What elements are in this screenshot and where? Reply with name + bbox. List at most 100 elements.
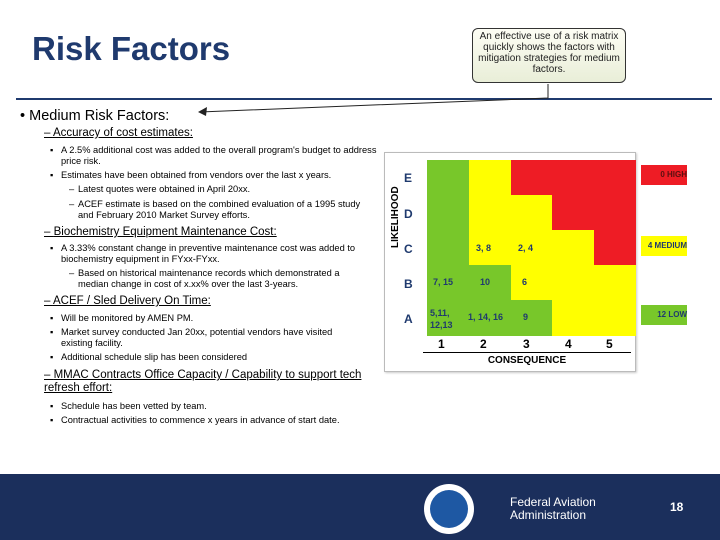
col-label: 1 [438,337,445,351]
matrix-cell-medium [510,230,553,266]
matrix-cell-medium [468,230,512,266]
matrix-cell-low [427,195,470,231]
matrix-cell-high [594,195,637,231]
footer-bar [0,474,720,540]
bullet-marker: ▪ [50,313,54,323]
matrix-cell-low [427,300,470,336]
legend-medium: 4 MEDIUM [641,236,687,256]
slide-title: Risk Factors [32,30,231,67]
agency-name: Federal Aviation Administration [510,496,596,521]
item-text: Will be monitored by AMEN PM. [61,313,194,323]
item-text: A 2.5% additional cost was added to the … [61,145,377,167]
matrix-cell-medium [468,160,512,196]
col-label: 2 [480,337,487,351]
section-heading: – Accuracy of cost estimates: [44,127,193,139]
list-item: ▪ Schedule has been vetted by team. [50,401,381,412]
matrix-cell-medium [468,195,512,231]
matrix-cell-high [594,160,637,196]
matrix-cell-low [427,160,470,196]
item-text: Schedule has been vetted by team. [61,401,207,411]
matrix-cell-medium [510,195,553,231]
matrix-entry: 3, 8 [476,243,492,253]
section-heading: – MMAC Contracts Office Capacity / Capab… [44,369,374,395]
heading-text: Accuracy of cost estimates: [52,127,193,139]
heading-text: MMAC Contracts Office Capacity / Capabil… [44,369,362,394]
matrix-entry: 5,11, 12,13 [430,308,453,330]
matrix-cell-high [552,160,595,196]
matrix-entry: 2, 4 [518,243,534,253]
matrix-cell-medium [510,265,553,301]
dash-marker: – [69,184,75,194]
matrix-entry: 1, 14, 16 [468,312,504,322]
item-text: ACEF estimate is based on the combined e… [78,199,361,221]
matrix-cell-low [468,300,512,336]
list-item: ▪ A 3.33% constant change in preventive m… [50,243,366,265]
matrix-entry: 10 [480,277,491,287]
matrix-cell-low [427,265,470,301]
matrix-cell-low [468,265,512,301]
matrix-cell-medium [594,265,637,301]
x-axis-title: CONSEQUENCE [487,355,567,366]
agency-line-1: Federal Aviation [510,495,596,509]
item-text: Based on historical maintenance records … [78,268,340,290]
bullet-text: Medium Risk Factors: [29,108,170,124]
dash-marker: – [69,199,75,209]
dash-marker: – [44,295,53,307]
matrix-cell-low [427,230,470,266]
item-text: Additional schedule slip has been consid… [61,352,248,362]
sub-item: – ACEF estimate is based on the combined … [69,199,368,221]
legend-high: 0 HIGH [641,165,687,185]
col-label: 3 [523,337,530,351]
section-heading: – Biochemistry Equipment Maintenance Cos… [44,226,277,238]
title-rule [16,98,712,100]
bullet-marker: ▪ [50,243,54,253]
bullet-marker: ▪ [50,401,54,411]
dash-marker: – [69,268,75,278]
bullet-marker: • [20,108,30,124]
list-item: ▪ Contractual activities to commence x ye… [50,415,391,426]
section-heading: – ACEF / Sled Delivery On Time: [44,295,211,307]
matrix-entry: 9 [523,312,529,322]
matrix-cell-low [510,300,553,336]
row-label: C [404,242,413,256]
col-label: 4 [565,337,572,351]
row-label: A [404,312,413,326]
y-axis-title: LIKELIHOOD [390,186,401,248]
heading-text: ACEF / Sled Delivery On Time: [52,295,211,307]
item-text: Latest quotes were obtained in April 20x… [78,184,251,194]
list-item: ▪ Additional schedule slip has been consi… [50,352,381,363]
sub-item: – Based on historical maintenance records… [69,268,368,290]
legend-low: 12 LOW [641,305,687,325]
bullet-marker: ▪ [50,170,54,180]
bullet-marker: ▪ [50,352,54,362]
matrix-entry: 6 [522,277,528,287]
callout-box: An effective use of a risk matrix quickl… [472,28,626,83]
row-label: B [404,277,413,291]
matrix-cell-high [510,160,553,196]
bullet-marker: ▪ [50,145,54,155]
item-text: Market survey conducted Jan 20xx, potent… [61,327,333,349]
list-item: ▪ Market survey conducted Jan 20xx, poten… [50,327,366,349]
bullet-medium-risk: • Medium Risk Factors: [20,108,169,124]
bullet-marker: ▪ [50,327,54,337]
matrix-cell-high [552,195,595,231]
col-label: 5 [606,337,613,351]
row-label: D [404,207,413,221]
matrix-entry: 7, 15 [433,277,454,287]
item-text: Contractual activities to commence x yea… [61,415,340,425]
list-item: ▪ Will be monitored by AMEN PM. [50,313,381,324]
item-text: Estimates have been obtained from vendor… [61,170,332,180]
agency-line-2: Administration [510,507,587,522]
bullet-marker: ▪ [50,415,54,425]
matrix-cell-medium [552,230,595,266]
matrix-cell-high [594,230,637,266]
dash-marker: – [44,369,54,381]
matrix-cell-medium [594,300,637,336]
list-item: ▪ Estimates have been obtained from vendo… [50,170,381,181]
dash-marker: – [44,226,54,238]
matrix-cell-medium [552,300,595,336]
matrix-cell-medium [552,265,595,301]
row-label: E [404,171,413,185]
page-number: 18 [670,500,684,514]
list-item: ▪ A 2.5% additional cost was added to the… [50,145,381,167]
